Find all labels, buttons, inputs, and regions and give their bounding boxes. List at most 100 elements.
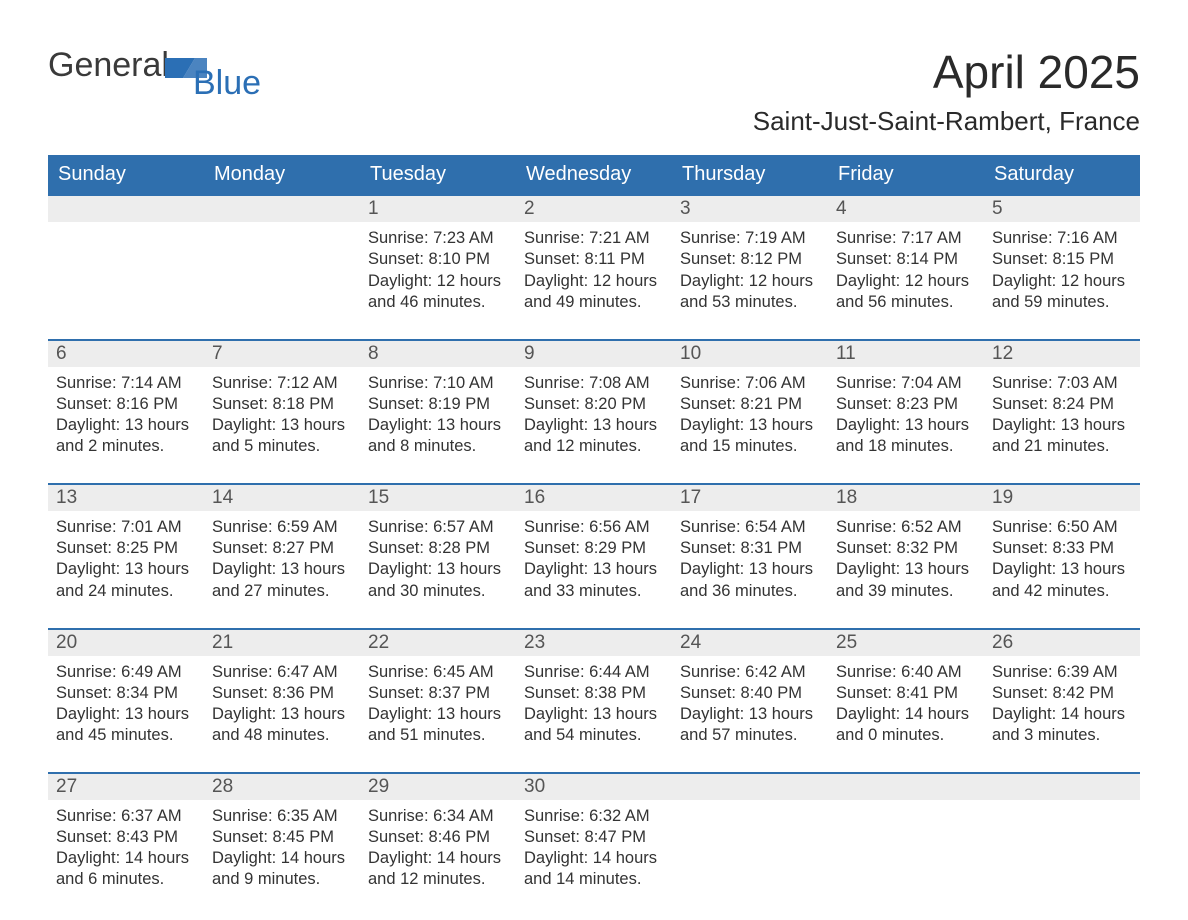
sunset-text: Sunset: 8:21 PM — [680, 394, 820, 415]
sunrise-text: Sunrise: 7:06 AM — [680, 373, 820, 394]
day-cell: 5Sunrise: 7:16 AMSunset: 8:15 PMDaylight… — [984, 196, 1140, 338]
day-body: Sunrise: 7:01 AMSunset: 8:25 PMDaylight:… — [48, 511, 204, 627]
day-cell: 15Sunrise: 6:57 AMSunset: 8:28 PMDayligh… — [360, 485, 516, 627]
sunrise-text: Sunrise: 6:56 AM — [524, 517, 664, 538]
day-cell: 2Sunrise: 7:21 AMSunset: 8:11 PMDaylight… — [516, 196, 672, 338]
sunset-text: Sunset: 8:33 PM — [992, 538, 1132, 559]
sunrise-text: Sunrise: 6:47 AM — [212, 662, 352, 683]
day-number: 28 — [204, 774, 360, 800]
sunrise-text: Sunrise: 6:49 AM — [56, 662, 196, 683]
sunrise-text: Sunrise: 6:42 AM — [680, 662, 820, 683]
day-number: 26 — [984, 630, 1140, 656]
sunset-text: Sunset: 8:46 PM — [368, 827, 508, 848]
logo: General Blue — [48, 48, 279, 82]
daylight-text: Daylight: 12 hours and 56 minutes. — [836, 271, 976, 313]
week-row: 6Sunrise: 7:14 AMSunset: 8:16 PMDaylight… — [48, 339, 1140, 483]
sunset-text: Sunset: 8:47 PM — [524, 827, 664, 848]
logo-text-blue: Blue — [193, 66, 261, 100]
day-body: Sunrise: 7:21 AMSunset: 8:11 PMDaylight:… — [516, 222, 672, 338]
day-body: Sunrise: 6:35 AMSunset: 8:45 PMDaylight:… — [204, 800, 360, 900]
daylight-text: Daylight: 13 hours and 54 minutes. — [524, 704, 664, 746]
day-body: Sunrise: 6:47 AMSunset: 8:36 PMDaylight:… — [204, 656, 360, 772]
day-number: 9 — [516, 341, 672, 367]
daylight-text: Daylight: 12 hours and 59 minutes. — [992, 271, 1132, 313]
day-body: Sunrise: 7:10 AMSunset: 8:19 PMDaylight:… — [360, 367, 516, 483]
sunset-text: Sunset: 8:32 PM — [836, 538, 976, 559]
sunset-text: Sunset: 8:28 PM — [368, 538, 508, 559]
sunset-text: Sunset: 8:14 PM — [836, 249, 976, 270]
sunrise-text: Sunrise: 6:35 AM — [212, 806, 352, 827]
day-number: 7 — [204, 341, 360, 367]
day-body: Sunrise: 7:16 AMSunset: 8:15 PMDaylight:… — [984, 222, 1140, 338]
sunset-text: Sunset: 8:36 PM — [212, 683, 352, 704]
day-body: Sunrise: 7:19 AMSunset: 8:12 PMDaylight:… — [672, 222, 828, 338]
daylight-text: Daylight: 14 hours and 14 minutes. — [524, 848, 664, 890]
sunrise-text: Sunrise: 6:52 AM — [836, 517, 976, 538]
day-cell: 25Sunrise: 6:40 AMSunset: 8:41 PMDayligh… — [828, 630, 984, 772]
sunset-text: Sunset: 8:10 PM — [368, 249, 508, 270]
day-body: Sunrise: 6:34 AMSunset: 8:46 PMDaylight:… — [360, 800, 516, 900]
day-body — [828, 800, 984, 900]
daylight-text: Daylight: 12 hours and 46 minutes. — [368, 271, 508, 313]
daylight-text: Daylight: 13 hours and 48 minutes. — [212, 704, 352, 746]
sunset-text: Sunset: 8:27 PM — [212, 538, 352, 559]
calendar: Sunday Monday Tuesday Wednesday Thursday… — [48, 155, 1140, 900]
sunset-text: Sunset: 8:38 PM — [524, 683, 664, 704]
day-number: 27 — [48, 774, 204, 800]
sunrise-text: Sunrise: 6:34 AM — [368, 806, 508, 827]
day-number: 30 — [516, 774, 672, 800]
sunset-text: Sunset: 8:25 PM — [56, 538, 196, 559]
week-row: 27Sunrise: 6:37 AMSunset: 8:43 PMDayligh… — [48, 772, 1140, 900]
day-number: 12 — [984, 341, 1140, 367]
sunset-text: Sunset: 8:45 PM — [212, 827, 352, 848]
day-cell: 20Sunrise: 6:49 AMSunset: 8:34 PMDayligh… — [48, 630, 204, 772]
daylight-text: Daylight: 13 hours and 33 minutes. — [524, 559, 664, 601]
daylight-text: Daylight: 13 hours and 18 minutes. — [836, 415, 976, 457]
sunrise-text: Sunrise: 7:14 AM — [56, 373, 196, 394]
day-cell: 1Sunrise: 7:23 AMSunset: 8:10 PMDaylight… — [360, 196, 516, 338]
sunrise-text: Sunrise: 6:50 AM — [992, 517, 1132, 538]
day-body: Sunrise: 6:39 AMSunset: 8:42 PMDaylight:… — [984, 656, 1140, 772]
daylight-text: Daylight: 14 hours and 0 minutes. — [836, 704, 976, 746]
day-header: Saturday — [984, 155, 1140, 196]
sunset-text: Sunset: 8:12 PM — [680, 249, 820, 270]
day-body: Sunrise: 6:56 AMSunset: 8:29 PMDaylight:… — [516, 511, 672, 627]
title-block: April 2025 Saint-Just-Saint-Rambert, Fra… — [753, 48, 1140, 137]
weeks-container: 1Sunrise: 7:23 AMSunset: 8:10 PMDaylight… — [48, 196, 1140, 900]
day-body — [204, 222, 360, 322]
day-cell: 3Sunrise: 7:19 AMSunset: 8:12 PMDaylight… — [672, 196, 828, 338]
day-header: Friday — [828, 155, 984, 196]
day-cell: 21Sunrise: 6:47 AMSunset: 8:36 PMDayligh… — [204, 630, 360, 772]
sunrise-text: Sunrise: 7:04 AM — [836, 373, 976, 394]
sunrise-text: Sunrise: 7:19 AM — [680, 228, 820, 249]
week-row: 1Sunrise: 7:23 AMSunset: 8:10 PMDaylight… — [48, 196, 1140, 338]
sunset-text: Sunset: 8:31 PM — [680, 538, 820, 559]
day-number — [204, 196, 360, 222]
daylight-text: Daylight: 14 hours and 3 minutes. — [992, 704, 1132, 746]
day-number: 15 — [360, 485, 516, 511]
sunrise-text: Sunrise: 6:37 AM — [56, 806, 196, 827]
sunrise-text: Sunrise: 6:40 AM — [836, 662, 976, 683]
day-cell — [48, 196, 204, 338]
daylight-text: Daylight: 13 hours and 8 minutes. — [368, 415, 508, 457]
sunset-text: Sunset: 8:23 PM — [836, 394, 976, 415]
calendar-header-row: Sunday Monday Tuesday Wednesday Thursday… — [48, 155, 1140, 196]
day-body: Sunrise: 7:12 AMSunset: 8:18 PMDaylight:… — [204, 367, 360, 483]
day-number: 24 — [672, 630, 828, 656]
day-number: 29 — [360, 774, 516, 800]
sunrise-text: Sunrise: 7:10 AM — [368, 373, 508, 394]
day-cell: 11Sunrise: 7:04 AMSunset: 8:23 PMDayligh… — [828, 341, 984, 483]
daylight-text: Daylight: 13 hours and 12 minutes. — [524, 415, 664, 457]
day-cell: 26Sunrise: 6:39 AMSunset: 8:42 PMDayligh… — [984, 630, 1140, 772]
day-body: Sunrise: 7:08 AMSunset: 8:20 PMDaylight:… — [516, 367, 672, 483]
day-cell: 19Sunrise: 6:50 AMSunset: 8:33 PMDayligh… — [984, 485, 1140, 627]
week-row: 13Sunrise: 7:01 AMSunset: 8:25 PMDayligh… — [48, 483, 1140, 627]
day-number: 21 — [204, 630, 360, 656]
day-body: Sunrise: 6:37 AMSunset: 8:43 PMDaylight:… — [48, 800, 204, 900]
logo-text-general: General — [48, 48, 169, 82]
sunrise-text: Sunrise: 6:44 AM — [524, 662, 664, 683]
day-cell: 24Sunrise: 6:42 AMSunset: 8:40 PMDayligh… — [672, 630, 828, 772]
day-cell: 4Sunrise: 7:17 AMSunset: 8:14 PMDaylight… — [828, 196, 984, 338]
daylight-text: Daylight: 13 hours and 42 minutes. — [992, 559, 1132, 601]
daylight-text: Daylight: 14 hours and 6 minutes. — [56, 848, 196, 890]
